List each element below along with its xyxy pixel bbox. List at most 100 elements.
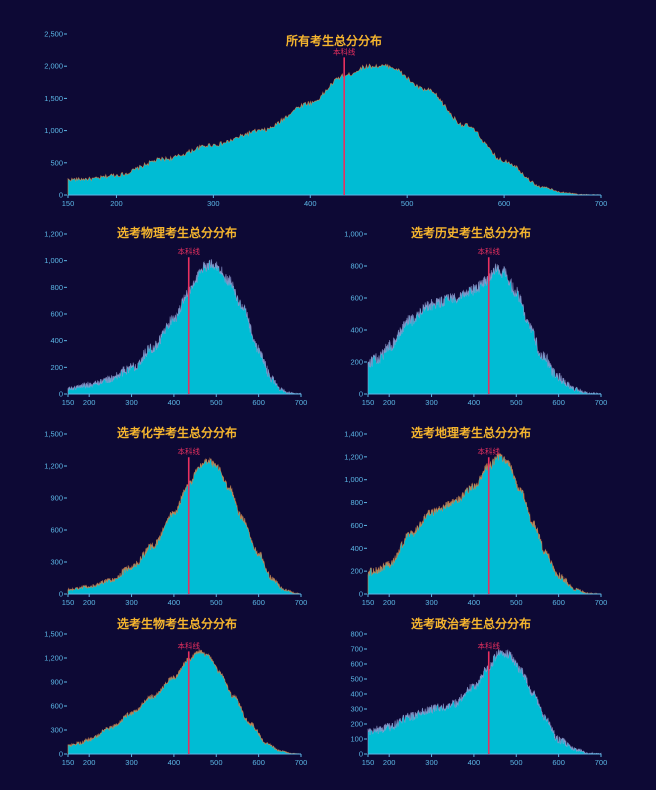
- y-tick-label: 600: [50, 526, 63, 535]
- x-tick-label: 400: [468, 398, 481, 407]
- y-tick-label: 300: [50, 558, 63, 567]
- distribution-area: [67, 63, 601, 196]
- x-tick-label: 700: [595, 199, 608, 208]
- chart-title: 选考历史考生总分分布: [411, 225, 531, 240]
- x-tick-label: 700: [295, 398, 308, 407]
- cutoff-label: 本科线: [477, 246, 500, 256]
- y-tick-label: 1,200: [344, 452, 363, 461]
- chart-title: 选考政治考生总分分布: [411, 616, 531, 631]
- x-tick-label: 200: [83, 598, 96, 607]
- chart-all: 所有考生总分分布 150 200 300 400 500 600 700 0 500 1,000 1,…: [44, 30, 607, 209]
- x-tick-label: 700: [595, 598, 608, 607]
- x-tick-label: 500: [210, 598, 223, 607]
- x-tick-label: 600: [552, 398, 565, 407]
- y-tick-label: 2,500: [44, 30, 63, 39]
- y-tick-label: 600: [350, 294, 363, 303]
- y-tick-label: 0: [59, 191, 63, 200]
- y-tick-label: 1,200: [44, 654, 63, 663]
- y-tick-label: 800: [350, 498, 363, 507]
- x-tick-label: 300: [425, 598, 438, 607]
- x-tick-label: 150: [362, 598, 375, 607]
- y-tick-label: 1,200: [44, 230, 63, 239]
- y-tick-label: 500: [350, 675, 363, 684]
- x-tick-label: 150: [62, 398, 75, 407]
- y-tick-label: 900: [50, 678, 63, 687]
- y-tick-label: 600: [350, 521, 363, 530]
- x-tick-label: 600: [252, 598, 265, 607]
- chart-history: 选考历史考生总分分布 150 200 300 400 500 600 700 0 200 400 60…: [344, 225, 607, 407]
- y-tick-label: 200: [350, 358, 363, 367]
- y-tick-label: 800: [50, 283, 63, 292]
- y-tick-label: 500: [50, 158, 63, 167]
- y-tick-label: 800: [350, 262, 363, 271]
- chart-title: 选考化学考生总分分布: [117, 425, 237, 440]
- x-tick-label: 600: [252, 398, 265, 407]
- y-tick-label: 1,000: [44, 126, 63, 135]
- x-tick-label: 600: [252, 758, 265, 767]
- chart-title: 所有考生总分分布: [286, 33, 382, 48]
- y-tick-label: 900: [50, 494, 63, 503]
- y-tick-label: 2,000: [44, 62, 63, 71]
- x-tick-label: 300: [425, 758, 438, 767]
- y-tick-label: 0: [59, 590, 63, 599]
- x-tick-label: 500: [210, 758, 223, 767]
- distribution-area: [367, 263, 602, 395]
- distribution-area: [67, 259, 302, 395]
- y-tick-label: 600: [350, 660, 363, 669]
- x-tick-label: 500: [510, 758, 523, 767]
- x-tick-label: 600: [552, 598, 565, 607]
- cutoff-label: 本科线: [177, 640, 200, 650]
- x-tick-label: 150: [62, 598, 75, 607]
- x-tick-label: 700: [295, 598, 308, 607]
- x-tick-label: 500: [210, 398, 223, 407]
- y-tick-label: 1,000: [344, 475, 363, 484]
- y-tick-label: 300: [350, 705, 363, 714]
- x-tick-label: 300: [125, 758, 138, 767]
- x-tick-label: 200: [383, 398, 396, 407]
- y-tick-label: 1,500: [44, 630, 63, 639]
- y-tick-label: 200: [350, 567, 363, 576]
- distribution-area: [367, 649, 602, 755]
- x-tick-label: 400: [468, 598, 481, 607]
- y-tick-label: 700: [350, 645, 363, 654]
- y-tick-label: 200: [350, 720, 363, 729]
- chart-title: 选考地理考生总分分布: [411, 425, 531, 440]
- y-tick-label: 300: [50, 726, 63, 735]
- y-tick-label: 1,500: [44, 430, 63, 439]
- chart-chemistry: 选考化学考生总分分布 150 200 300 400 500 600 700 0 300 600 90…: [44, 425, 307, 607]
- x-tick-label: 150: [362, 758, 375, 767]
- distribution-area: [67, 457, 301, 595]
- distribution-area: [367, 453, 602, 595]
- x-tick-label: 400: [304, 199, 317, 208]
- x-tick-label: 500: [510, 598, 523, 607]
- chart-politics: 选考政治考生总分分布 150 200 300 400 500 600 700 0 100 200 30…: [350, 616, 607, 767]
- y-tick-label: 600: [50, 702, 63, 711]
- y-tick-label: 400: [50, 336, 63, 345]
- x-tick-label: 150: [62, 758, 75, 767]
- y-tick-label: 1,000: [344, 230, 363, 239]
- chart-biology: 选考生物考生总分分布 150 200 300 400 500 600 700 0 300 600 90…: [44, 616, 307, 767]
- chart-physics: 选考物理考生总分分布 150 200 300 400 500 600 700 0 200 400 60…: [44, 225, 307, 407]
- y-tick-label: 0: [359, 590, 363, 599]
- x-tick-label: 500: [510, 398, 523, 407]
- y-tick-label: 200: [50, 363, 63, 372]
- distribution-area: [67, 649, 301, 755]
- y-tick-label: 400: [350, 326, 363, 335]
- x-tick-label: 500: [401, 199, 414, 208]
- chart-title: 选考物理考生总分分布: [117, 225, 237, 240]
- y-tick-label: 800: [350, 630, 363, 639]
- x-tick-label: 300: [207, 199, 220, 208]
- x-tick-label: 400: [168, 598, 181, 607]
- chart-title: 选考生物考生总分分布: [117, 616, 237, 631]
- y-tick-label: 100: [350, 735, 363, 744]
- x-tick-label: 400: [168, 398, 181, 407]
- cutoff-label: 本科线: [477, 446, 500, 456]
- x-tick-label: 150: [62, 199, 75, 208]
- x-tick-label: 150: [362, 398, 375, 407]
- y-tick-label: 1,200: [44, 462, 63, 471]
- y-tick-label: 0: [59, 750, 63, 759]
- x-tick-label: 200: [83, 398, 96, 407]
- x-tick-label: 200: [383, 598, 396, 607]
- x-tick-label: 700: [295, 758, 308, 767]
